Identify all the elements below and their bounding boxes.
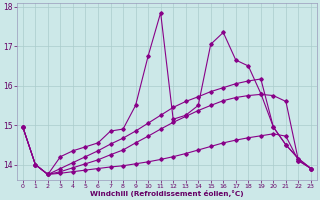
X-axis label: Windchill (Refroidissement éolien,°C): Windchill (Refroidissement éolien,°C) [90, 190, 244, 197]
